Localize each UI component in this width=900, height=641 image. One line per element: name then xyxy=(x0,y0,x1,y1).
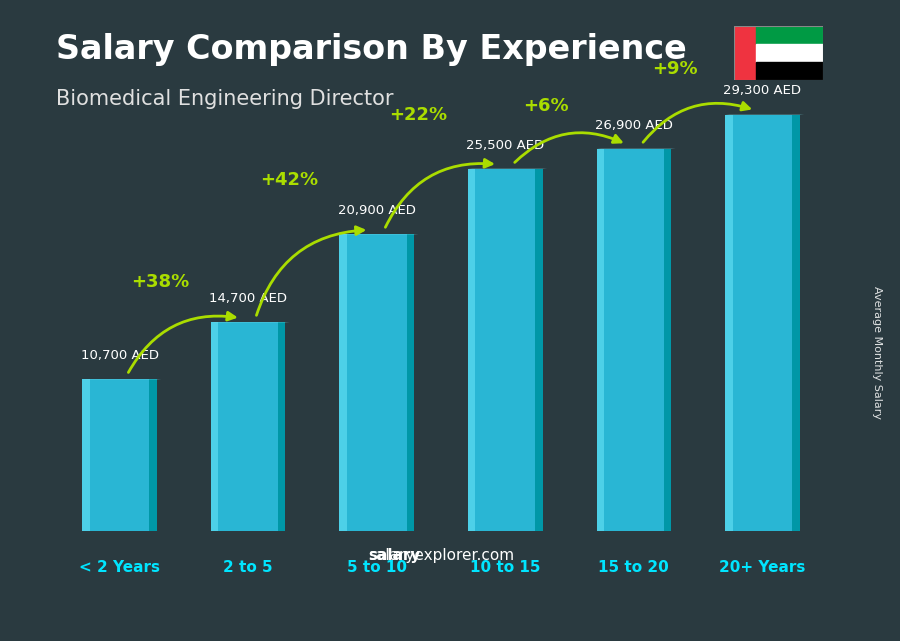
FancyArrowPatch shape xyxy=(515,133,621,162)
Text: 10 to 15: 10 to 15 xyxy=(470,560,541,575)
Text: 20+ Years: 20+ Years xyxy=(719,560,806,575)
Text: Salary Comparison By Experience: Salary Comparison By Experience xyxy=(56,33,687,66)
Text: 26,900 AED: 26,900 AED xyxy=(595,119,673,131)
Text: +22%: +22% xyxy=(389,106,447,124)
Text: salaryexplorer.com: salaryexplorer.com xyxy=(368,548,514,563)
FancyArrowPatch shape xyxy=(256,227,364,315)
Text: 29,300 AED: 29,300 AED xyxy=(724,85,801,97)
Text: 20,900 AED: 20,900 AED xyxy=(338,204,416,217)
Text: +38%: +38% xyxy=(131,274,190,292)
Text: +9%: +9% xyxy=(652,60,698,78)
Text: Biomedical Engineering Director: Biomedical Engineering Director xyxy=(56,89,394,109)
Text: 2 to 5: 2 to 5 xyxy=(223,560,273,575)
Text: < 2 Years: < 2 Years xyxy=(79,560,160,575)
Text: 15 to 20: 15 to 20 xyxy=(598,560,670,575)
Text: 10,700 AED: 10,700 AED xyxy=(81,349,158,362)
Text: +42%: +42% xyxy=(260,171,319,189)
FancyArrowPatch shape xyxy=(644,103,750,142)
FancyArrowPatch shape xyxy=(385,160,492,228)
Bar xyxy=(756,26,824,44)
Text: Average Monthly Salary: Average Monthly Salary xyxy=(872,286,883,419)
Text: salary: salary xyxy=(368,548,420,563)
Bar xyxy=(756,44,824,62)
FancyArrowPatch shape xyxy=(129,312,235,372)
Text: +6%: +6% xyxy=(524,97,569,115)
Text: 25,500 AED: 25,500 AED xyxy=(466,138,544,151)
Bar xyxy=(734,26,756,80)
Text: 5 to 10: 5 to 10 xyxy=(346,560,407,575)
Text: 14,700 AED: 14,700 AED xyxy=(209,292,287,305)
Bar xyxy=(756,62,824,80)
